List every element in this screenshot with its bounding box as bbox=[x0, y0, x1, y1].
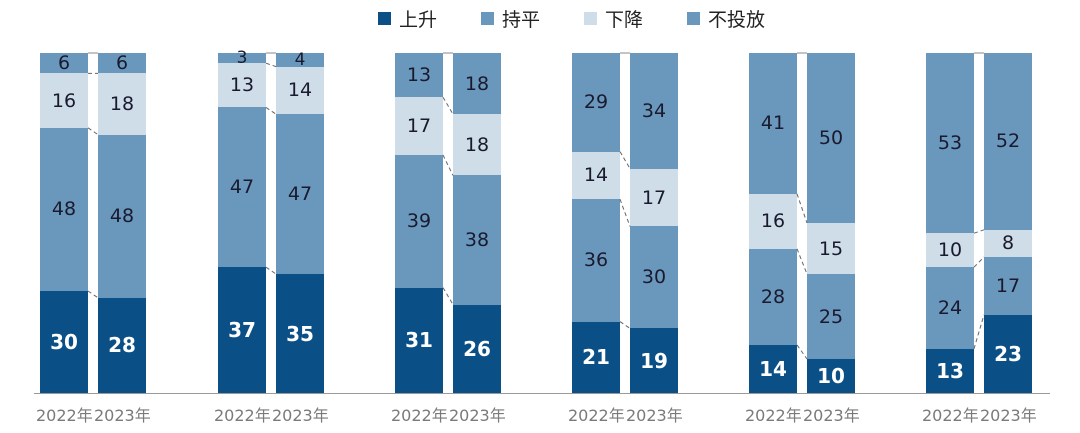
x-tick-label: 2022年 bbox=[745, 406, 802, 425]
stacked-bar: 10 25 15 50 bbox=[807, 53, 855, 393]
stacked-bar: 31 39 17 13 bbox=[395, 53, 443, 393]
legend-label-flat: 持平 bbox=[502, 8, 541, 31]
segment-rise: 35 bbox=[276, 274, 324, 393]
x-tick-label: 2023年 bbox=[980, 406, 1037, 425]
stacked-bar: 37 47 13 3 bbox=[218, 48, 266, 393]
x-tick-label: 2022年 bbox=[568, 406, 625, 425]
legend-item-decline: 下降 bbox=[584, 5, 643, 32]
segment-no-spend: 53 bbox=[926, 53, 974, 234]
segment-decline: 13 bbox=[218, 63, 266, 108]
stacked-bar: 21 36 14 29 bbox=[572, 53, 620, 393]
segment-no-spend: 34 bbox=[630, 53, 678, 169]
segment-rise: 23 bbox=[984, 314, 1032, 393]
legend-label-rise: 上升 bbox=[399, 8, 438, 31]
legend-item-flat: 持平 bbox=[481, 5, 540, 32]
legend-label-no-spend: 不投放 bbox=[708, 8, 766, 31]
segment-rise: 14 bbox=[749, 344, 797, 393]
legend-swatch-rise bbox=[378, 11, 391, 25]
segment-decline: 14 bbox=[572, 151, 620, 200]
segment-no-spend: 13 bbox=[395, 53, 443, 98]
segment-no-spend: 18 bbox=[453, 53, 501, 115]
segment-no-spend: 52 bbox=[984, 53, 1032, 230]
legend-swatch-decline bbox=[584, 11, 598, 25]
segment-rise: 37 bbox=[218, 267, 266, 393]
segment-rise: 26 bbox=[453, 304, 501, 393]
segment-no-spend: 29 bbox=[572, 53, 620, 152]
stacked-bar: 26 38 18 18 bbox=[453, 53, 501, 393]
stacked-bar: 35 47 14 4 bbox=[276, 50, 324, 393]
segment-rise: 31 bbox=[395, 287, 443, 393]
segment-no-spend: 3 bbox=[218, 48, 266, 68]
x-tick-label: 2022年 bbox=[36, 406, 93, 425]
segment-rise: 13 bbox=[926, 348, 974, 393]
legend-label-decline: 下降 bbox=[605, 8, 644, 31]
x-tick-label: 2022年 bbox=[391, 406, 448, 425]
segment-rise: 28 bbox=[98, 297, 146, 393]
chart-legend: 上升 持平 下降 不投放 bbox=[378, 4, 765, 32]
segment-rise: 30 bbox=[40, 291, 88, 393]
segment-flat: 47 bbox=[218, 107, 266, 268]
segment-decline: 18 bbox=[98, 73, 146, 135]
segment-flat: 47 bbox=[276, 114, 324, 274]
segment-rise: 19 bbox=[630, 328, 678, 393]
segment-no-spend: 41 bbox=[749, 53, 797, 194]
segment-no-spend: 4 bbox=[276, 50, 324, 70]
legend-item-rise: 上升 bbox=[378, 5, 437, 32]
segment-flat: 30 bbox=[630, 226, 678, 329]
segment-flat: 36 bbox=[572, 199, 620, 322]
x-tick-label: 2023年 bbox=[803, 406, 860, 425]
segment-flat: 17 bbox=[984, 257, 1032, 315]
segment-flat: 24 bbox=[926, 267, 974, 349]
stacked-bar: 23 17 8 52 bbox=[984, 53, 1032, 393]
legend-swatch-flat bbox=[481, 11, 495, 25]
segment-decline: 16 bbox=[40, 73, 88, 128]
segment-rise: 21 bbox=[572, 321, 620, 393]
stacked-bar: 19 30 17 34 bbox=[630, 53, 678, 393]
segment-decline: 16 bbox=[749, 193, 797, 249]
segment-flat: 25 bbox=[807, 274, 855, 359]
stacked-bar: 13 24 10 53 bbox=[926, 53, 974, 393]
segment-decline: 10 bbox=[926, 233, 974, 268]
x-tick-label: 2022年 bbox=[922, 406, 979, 425]
segment-no-spend: 6 bbox=[98, 52, 146, 74]
x-axis-baseline bbox=[34, 393, 1050, 394]
segment-flat: 38 bbox=[453, 175, 501, 305]
segment-decline: 14 bbox=[276, 66, 324, 115]
segment-flat: 48 bbox=[98, 134, 146, 298]
x-tick-label: 2023年 bbox=[272, 406, 329, 425]
segment-decline: 17 bbox=[630, 168, 678, 227]
stacked-bar: 14 28 16 41 bbox=[749, 53, 797, 393]
segment-flat: 48 bbox=[40, 127, 88, 291]
segment-decline: 8 bbox=[984, 229, 1032, 257]
x-tick-label: 2023年 bbox=[449, 406, 506, 425]
segment-no-spend: 50 bbox=[807, 53, 855, 223]
x-tick-label: 2022年 bbox=[214, 406, 271, 425]
segment-flat: 28 bbox=[749, 248, 797, 345]
segment-decline: 17 bbox=[395, 97, 443, 155]
legend-swatch-no-spend bbox=[687, 11, 701, 25]
segment-rise: 10 bbox=[807, 359, 855, 393]
x-tick-label: 2023年 bbox=[94, 406, 151, 425]
stacked-bar: 28 48 18 6 bbox=[98, 52, 146, 393]
segment-decline: 18 bbox=[453, 114, 501, 176]
segment-decline: 15 bbox=[807, 223, 855, 274]
segment-flat: 39 bbox=[395, 155, 443, 288]
stacked-bar: 30 48 16 6 bbox=[40, 52, 88, 393]
x-tick-label: 2023年 bbox=[626, 406, 683, 425]
segment-no-spend: 6 bbox=[40, 52, 88, 74]
legend-item-no-spend: 不投放 bbox=[687, 5, 765, 32]
